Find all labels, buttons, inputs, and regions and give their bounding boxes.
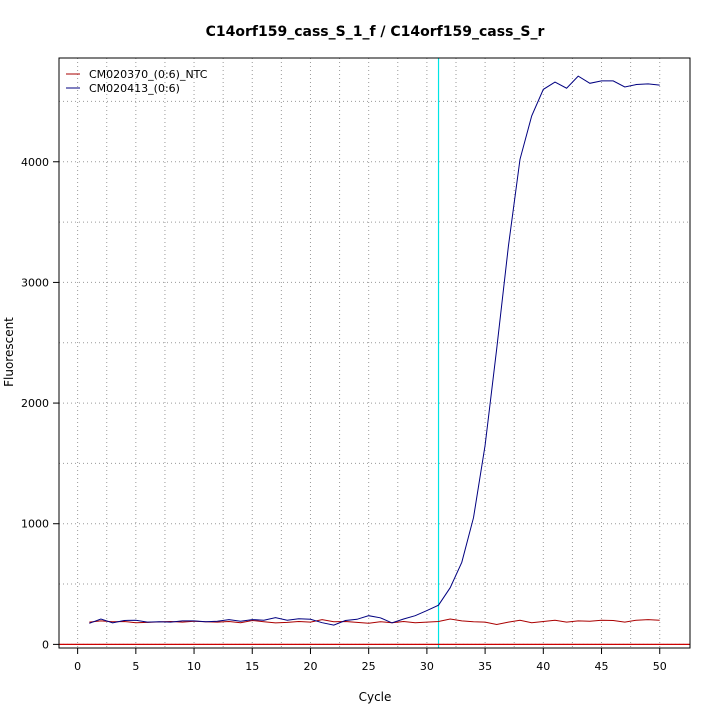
series-lines (89, 75, 660, 626)
series-line-1 (89, 618, 660, 626)
x-tick-label: 45 (595, 660, 609, 673)
legend-label-1: CM020370_(0:6)_NTC (89, 68, 208, 81)
series-line-2 (89, 75, 660, 626)
x-tick-label: 0 (74, 660, 81, 673)
x-tick-label: 50 (653, 660, 667, 673)
y-tick-label: 3000 (21, 276, 49, 289)
x-tick-label: 5 (132, 660, 139, 673)
plot-border (58, 57, 691, 649)
chart-title: C14orf159_cass_S_1_f / C14orf159_cass_S_… (206, 24, 545, 40)
y-tick-label: 1000 (21, 518, 49, 531)
x-tick-label: 10 (187, 660, 201, 673)
x-tick-label: 15 (245, 660, 259, 673)
x-tick-label: 30 (420, 660, 434, 673)
y-tick-label: 2000 (21, 397, 49, 410)
x-tick-label: 40 (536, 660, 550, 673)
y-axis: 0 1000 2000 3000 4000 (21, 156, 59, 651)
y-axis-label: Fluorescent (2, 317, 16, 387)
legend-label-2: CM020413_(0:6) (89, 82, 180, 95)
x-tick-label: 20 (303, 660, 317, 673)
x-axis: 0 5 10 15 20 25 30 35 40 45 50 (74, 648, 667, 673)
x-axis-label: Cycle (359, 690, 392, 704)
y-tick-label: 0 (42, 638, 49, 651)
x-tick-label: 35 (478, 660, 492, 673)
y-tick-label: 4000 (21, 156, 49, 169)
x-tick-label: 25 (362, 660, 376, 673)
